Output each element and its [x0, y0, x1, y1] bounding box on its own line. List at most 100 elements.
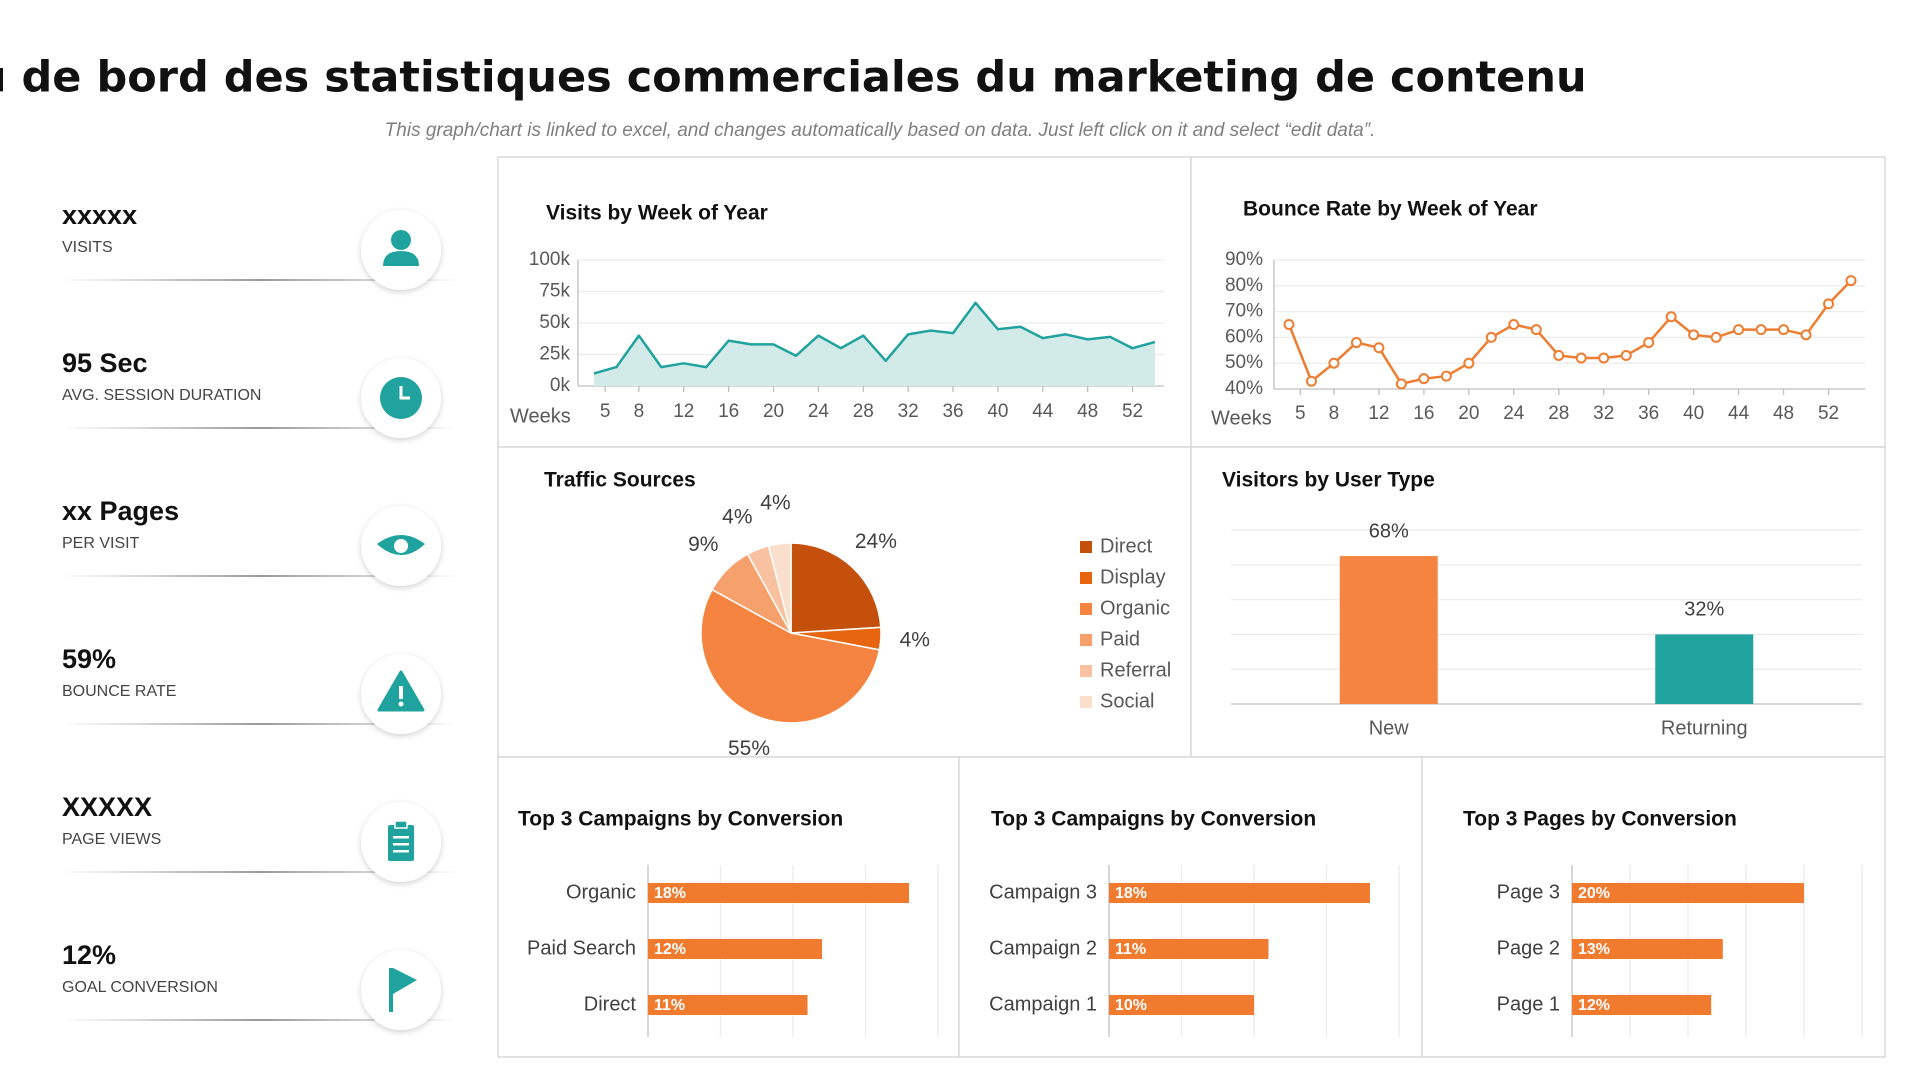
kpi-label: GOAL CONVERSION: [62, 979, 218, 996]
x-tick-label: 28: [1548, 403, 1569, 424]
data-point: [1823, 298, 1835, 310]
panel: [497, 156, 1192, 448]
x-tick-label: 28: [853, 401, 874, 422]
bar: [1572, 995, 1712, 1015]
data-point: [1553, 349, 1565, 361]
data-line: [593, 301, 1156, 375]
data-point: [1733, 324, 1745, 336]
pie-label: 4%: [900, 628, 930, 651]
data-point: [1575, 352, 1587, 364]
bar-value-label: 11%: [1115, 941, 1146, 958]
data-point: [1620, 349, 1632, 361]
legend-swatch: [1080, 634, 1092, 646]
icon-shape: [391, 230, 411, 250]
bar: [648, 939, 822, 959]
y-tick-label: 70%: [1225, 301, 1263, 322]
kpi-underline: [62, 871, 460, 873]
pie-slice: [790, 542, 882, 634]
data-point: [1643, 337, 1655, 349]
data-point: [1845, 275, 1857, 287]
kpi-card: xx Pages PER VISIT: [62, 496, 460, 586]
data-point: [1305, 375, 1317, 387]
panel: [1190, 446, 1886, 758]
kpi-icon-circle: [361, 950, 441, 1030]
x-tick-label: 44: [1728, 403, 1750, 424]
data-point: [1710, 331, 1722, 343]
x-tick-label: 24: [808, 401, 830, 422]
y-tick-label: 50%: [1225, 352, 1263, 373]
data-point: [1688, 329, 1700, 341]
legend-swatch: [1080, 572, 1092, 584]
x-tick-label: 24: [1503, 403, 1525, 424]
page-title: Tableau de bord des statistiques commerc…: [0, 53, 1587, 103]
kpi-value: 95 Sec: [62, 348, 148, 378]
x-tick-label: 8: [1329, 403, 1340, 424]
x-tick-label: 32: [1593, 403, 1614, 424]
kpi-value: 59%: [62, 644, 116, 674]
pie-label: 4%: [760, 492, 790, 515]
bar-value-label: 12%: [654, 941, 686, 958]
kpi-card: XXXXX PAGE VIEWS: [62, 792, 460, 882]
x-tick-label: 16: [1413, 403, 1434, 424]
bar: [648, 883, 909, 903]
kpi-underline: [62, 279, 460, 281]
y-tick-label: Campaign 2: [989, 937, 1097, 959]
y-tick-label: 0k: [550, 375, 571, 396]
kpi-underline: [62, 723, 460, 725]
y-tick-label: 25k: [539, 344, 570, 365]
x-tick-label: 12: [673, 401, 694, 422]
bar: [1109, 939, 1269, 959]
icon-shape: [393, 836, 409, 839]
data-point: [1283, 319, 1295, 330]
data-point: [1598, 352, 1610, 364]
legend-swatch: [1080, 665, 1092, 677]
bar: [1339, 556, 1438, 704]
legend-label: Organic: [1100, 597, 1170, 619]
x-tick-label: 44: [1032, 401, 1054, 422]
data-point: [1800, 329, 1812, 341]
y-tick-label: 40%: [1225, 378, 1263, 399]
bar: [1109, 995, 1254, 1015]
y-tick-label: Paid Search: [527, 937, 636, 959]
bar-value-label: 18%: [1115, 885, 1147, 902]
kpi-value: xx Pages: [62, 496, 179, 526]
area-fill: [594, 302, 1155, 386]
icon-shape: [383, 251, 419, 266]
icon-shape: [399, 386, 410, 400]
pie-label: 4%: [722, 505, 752, 528]
chart-title: Bounce Rate by Week of Year: [1243, 198, 1538, 221]
kpi-underline: [62, 1019, 460, 1021]
legend-swatch: [1080, 603, 1092, 615]
legend-label: Direct: [1100, 535, 1153, 557]
bar-value-label: 11%: [654, 997, 685, 1014]
x-tick-label: 32: [898, 401, 919, 422]
legend-label: Paid: [1100, 628, 1140, 650]
legend-swatch: [1080, 696, 1092, 708]
icon-shape: [389, 968, 393, 1012]
y-tick-label: Page 3: [1497, 881, 1560, 903]
bar: [1572, 939, 1723, 959]
x-tick-label: 5: [600, 401, 611, 422]
x-tick-label: 5: [1295, 403, 1306, 424]
pie-label: 9%: [688, 533, 718, 556]
y-tick-label: 100k: [529, 249, 571, 270]
legend-label: Social: [1100, 690, 1154, 712]
kpi-underline: [62, 427, 460, 429]
x-tick-label: 36: [942, 401, 963, 422]
chart-title: Visits by Week of Year: [546, 202, 768, 225]
y-tick-label: Page 1: [1497, 993, 1560, 1015]
data-point: [1530, 324, 1542, 336]
bar-value-label: 12%: [1578, 997, 1610, 1014]
x-tick-label: Returning: [1661, 717, 1748, 739]
bar-value-label: 10%: [1115, 997, 1147, 1014]
x-tick-label: 16: [718, 401, 739, 422]
kpi-value: XXXXX: [62, 792, 152, 822]
data-point: [1395, 378, 1407, 390]
pie-slice: [700, 588, 881, 724]
legend-label: Referral: [1100, 659, 1171, 681]
data-point: [1328, 357, 1340, 369]
bar: [1109, 883, 1370, 903]
chart-title: Top 3 Pages by Conversion: [1463, 808, 1737, 831]
x-tick-label: 40: [1683, 403, 1704, 424]
y-tick-label: 90%: [1225, 249, 1263, 270]
